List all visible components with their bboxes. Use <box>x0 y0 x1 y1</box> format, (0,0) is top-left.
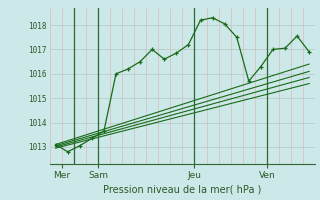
X-axis label: Pression niveau de la mer( hPa ): Pression niveau de la mer( hPa ) <box>103 184 261 194</box>
